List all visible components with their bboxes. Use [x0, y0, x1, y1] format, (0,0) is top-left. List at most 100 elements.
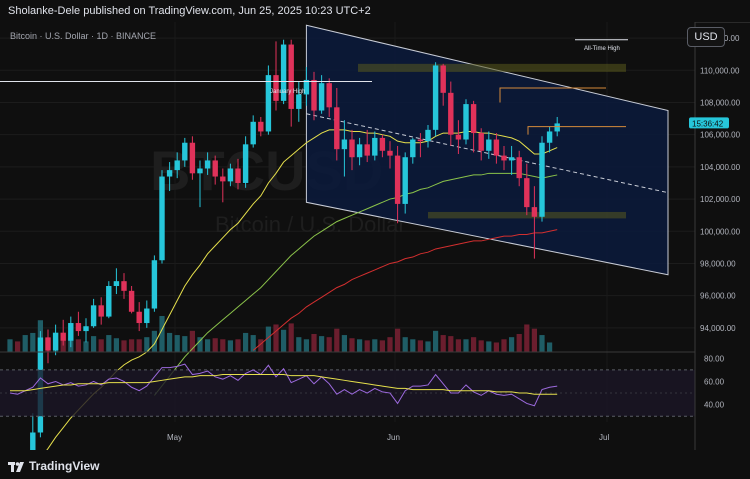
candle-body: [52, 332, 59, 351]
candle: [288, 39, 294, 127]
price-tick-label: 108,000.00: [700, 98, 741, 107]
candle: [212, 155, 218, 185]
candle: [478, 128, 484, 161]
candle: [440, 63, 446, 106]
volume-bar: [75, 339, 81, 352]
candle-body: [258, 121, 264, 132]
price-tick-label: 106,000.00: [700, 131, 741, 140]
candle-body: [45, 337, 51, 351]
candle: [68, 316, 74, 348]
candle-body: [98, 305, 104, 317]
candle-body: [242, 144, 249, 183]
candle-body: [189, 142, 196, 174]
candle: [470, 100, 477, 153]
candle-body: [121, 281, 127, 291]
volume-bar: [539, 335, 545, 352]
candle-body: [478, 133, 484, 151]
candle-body: [546, 131, 553, 143]
candle-body: [341, 139, 348, 150]
candle-body: [204, 160, 211, 169]
volume-bar: [372, 339, 378, 352]
candle-body: [554, 123, 560, 132]
candle-body: [227, 168, 234, 182]
btcusd-chart[interactable]: BTCUSD Bitcoin / U.S. Dollar All-Time Hi…: [0, 22, 750, 450]
candle-body: [364, 144, 370, 156]
volume-bar: [402, 337, 408, 352]
candle-body: [311, 79, 317, 111]
rsi-ma-line: [10, 374, 558, 395]
candle: [364, 129, 370, 163]
candle-body: [318, 83, 325, 111]
candle-body: [30, 432, 36, 450]
volume-bar: [387, 337, 393, 352]
candle-body: [349, 139, 355, 158]
candle: [501, 145, 507, 171]
tradingview-logo[interactable]: TradingView: [8, 459, 99, 473]
candle-body: [128, 290, 135, 312]
volume-bar: [410, 339, 416, 352]
candle-body: [486, 139, 492, 151]
candle-body: [455, 134, 462, 140]
price-tick-label: 96,000.00: [700, 292, 736, 301]
candle-body: [501, 155, 507, 161]
volume-bar: [463, 339, 469, 352]
candle: [166, 162, 173, 192]
volume-bar: [22, 335, 28, 352]
volume-bar: [311, 334, 317, 352]
rsi-pane: [0, 363, 695, 417]
candle: [455, 120, 462, 154]
volume-bar: [220, 339, 226, 352]
candle-body: [197, 168, 203, 174]
candle: [432, 62, 439, 137]
volume-bar: [129, 339, 135, 352]
candle: [425, 125, 431, 148]
candle-body: [288, 44, 294, 109]
candle: [106, 281, 112, 319]
volume-bar: [448, 336, 454, 352]
volume-bar: [159, 316, 165, 352]
ema-mid-line: [154, 172, 558, 396]
countdown-text: 15:36:42: [692, 119, 724, 128]
candle-body: [516, 157, 522, 179]
candle: [235, 158, 241, 190]
candle-body: [212, 160, 218, 177]
volume-bar: [174, 335, 180, 352]
time-axis: May Jun Jul: [167, 433, 609, 442]
candle-body: [440, 65, 446, 93]
volume-bar: [235, 339, 241, 352]
candle: [273, 41, 279, 111]
candle: [189, 136, 196, 180]
volume-bar: [212, 338, 218, 352]
price-axis: 94,000.00 96,000.00 98,000.00 100,000.00 102…: [700, 34, 741, 333]
rsi-axis: 40.00 60.00 80.00: [704, 354, 725, 409]
price-tick-label: 102,000.00: [700, 195, 741, 204]
candle: [372, 131, 378, 161]
candle: [379, 134, 386, 158]
candle: [356, 137, 363, 166]
volume-bar: [493, 342, 499, 352]
candle-body: [166, 170, 173, 177]
volume-bar: [334, 328, 340, 352]
volume-bar: [486, 341, 492, 352]
volume-bar: [7, 339, 13, 352]
volume-bar: [524, 324, 530, 352]
volume-bar: [509, 337, 515, 352]
rsi-tick-label: 80.00: [704, 354, 725, 363]
january-high-label: January High: [270, 89, 305, 95]
candle: [326, 78, 332, 117]
price-tick-label: 98,000.00: [700, 259, 736, 268]
candle: [265, 65, 272, 135]
ath-label: All-Time High: [584, 46, 620, 52]
currency-button[interactable]: USD: [687, 27, 725, 47]
candle-body: [151, 260, 158, 309]
candle: [60, 319, 66, 346]
volume-bar: [83, 341, 89, 352]
candle-body: [296, 94, 302, 109]
candle: [220, 168, 226, 203]
candle-body: [417, 139, 424, 142]
candle: [410, 137, 416, 164]
volume-bar: [478, 340, 484, 352]
candle-body: [303, 79, 310, 95]
candle-body: [90, 305, 97, 327]
volume-bar: [547, 342, 553, 352]
